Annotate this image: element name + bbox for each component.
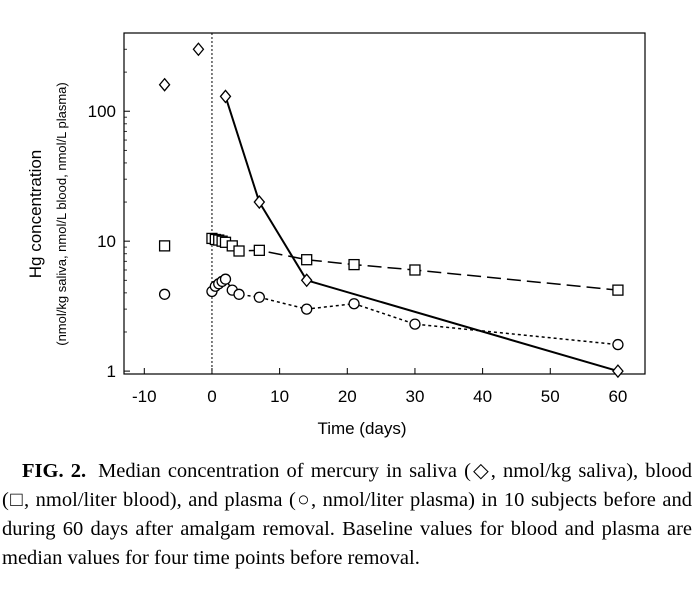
x-tick-label: -10 bbox=[132, 387, 157, 406]
plasma-baseline-point bbox=[158, 288, 171, 300]
saliva-point bbox=[253, 195, 266, 210]
plasma-point bbox=[348, 298, 360, 310]
blood-point bbox=[301, 254, 313, 266]
y-axis-subtitle: (nmol/kg saliva, nmol/L blood, nmol/L pl… bbox=[54, 82, 69, 346]
series-layer bbox=[158, 42, 624, 379]
saliva-point bbox=[300, 273, 313, 288]
y-tick-label: 1 bbox=[107, 362, 116, 381]
series-plasma bbox=[158, 273, 624, 351]
series-line-saliva bbox=[224, 96, 619, 373]
x-tick-label: 20 bbox=[338, 387, 357, 406]
saliva-point bbox=[219, 89, 232, 104]
x-tick-label: 50 bbox=[541, 387, 560, 406]
series-blood bbox=[158, 232, 624, 296]
plasma-point bbox=[233, 288, 245, 300]
x-tick-label: 30 bbox=[405, 387, 424, 406]
blood-baseline-point bbox=[158, 240, 171, 252]
y-tick-label: 100 bbox=[88, 102, 116, 121]
blood-point bbox=[409, 264, 421, 276]
saliva-baseline-point bbox=[192, 42, 205, 57]
chart-figure: -10 0 10 20 30 40 50 60 1 10 100 Time (days) Hg co… bbox=[26, 32, 646, 438]
axis-ticks: -10 0 10 20 30 40 50 60 1 10 100 bbox=[88, 32, 627, 406]
x-tick-label: 40 bbox=[473, 387, 492, 406]
x-tick-label: 60 bbox=[608, 387, 627, 406]
series-saliva bbox=[158, 42, 624, 379]
caption-label: FIG. 2. bbox=[22, 460, 87, 482]
blood-point bbox=[348, 258, 360, 271]
plot-frame bbox=[123, 32, 646, 375]
plasma-point bbox=[253, 291, 265, 303]
blood-point bbox=[233, 245, 245, 257]
blood-point bbox=[612, 284, 624, 296]
x-tick-label: 10 bbox=[270, 387, 289, 406]
plasma-point bbox=[219, 273, 232, 285]
plasma-point bbox=[409, 318, 421, 330]
saliva-point bbox=[612, 364, 624, 379]
figure-caption: FIG. 2. Median concentration of mercury i… bbox=[2, 457, 692, 573]
x-tick-label: 0 bbox=[207, 387, 216, 406]
y-tick-label: 10 bbox=[97, 232, 116, 251]
blood-point bbox=[253, 244, 265, 256]
plasma-point bbox=[612, 338, 624, 351]
caption-text: Median concentration of mercury in saliv… bbox=[2, 460, 692, 569]
y-axis-title: Hg concentration bbox=[26, 150, 45, 279]
series-line-blood bbox=[211, 237, 618, 291]
x-axis-title: Time (days) bbox=[317, 419, 406, 438]
plasma-point bbox=[301, 303, 313, 315]
saliva-baseline-point bbox=[158, 77, 171, 92]
